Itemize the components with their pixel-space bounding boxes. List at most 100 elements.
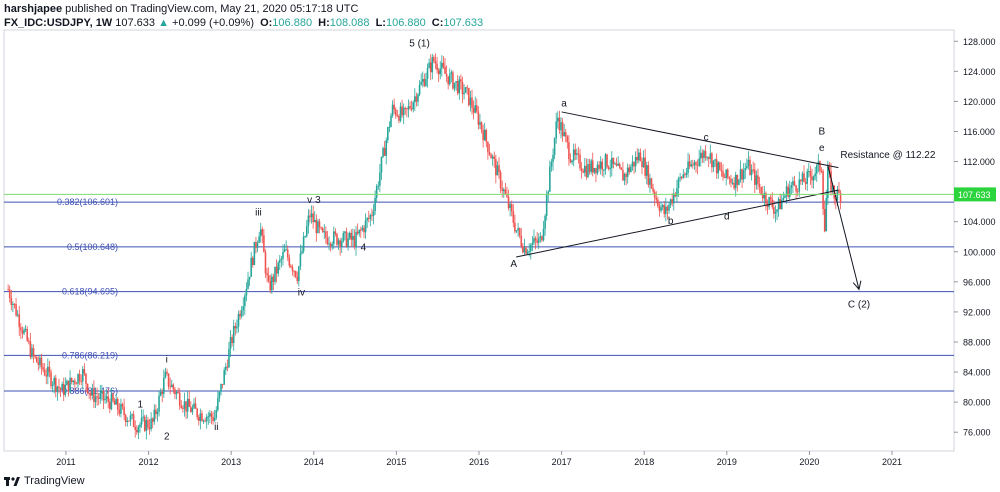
y-tick-label: 124.000 (963, 67, 996, 77)
candle-body (644, 157, 646, 176)
candle-body (733, 182, 735, 189)
author-name[interactable]: harshjapee (4, 3, 63, 15)
candle-body (375, 186, 378, 198)
candle-body (221, 384, 224, 386)
candle-body (522, 246, 524, 253)
candle-body (599, 161, 602, 169)
high-value: 108.088 (329, 17, 370, 29)
candle-body (406, 108, 408, 110)
candle-body (201, 413, 203, 422)
candle-body (555, 121, 558, 139)
candle-body (545, 194, 548, 216)
trendlines[interactable] (516, 111, 859, 290)
candle-body (85, 373, 87, 384)
candle-body (636, 157, 639, 161)
candle-body (804, 182, 807, 184)
candle-body (298, 266, 300, 282)
wave-label: 1 (138, 399, 144, 410)
candle-body (247, 279, 249, 289)
candle-body (709, 153, 712, 159)
candle-body (647, 165, 650, 185)
candle-body (372, 211, 375, 217)
candle-body (469, 97, 472, 106)
candle-body (525, 247, 527, 254)
candle-body (507, 196, 510, 209)
candle-body (658, 206, 661, 211)
wave-label: 3 (315, 195, 321, 206)
trendline[interactable] (516, 189, 839, 258)
candle-body (226, 366, 229, 368)
candle-body (329, 243, 332, 246)
candle-body (352, 235, 354, 240)
candle-body (468, 88, 470, 106)
last-price: 107.633 (115, 17, 156, 29)
candle-body (80, 381, 83, 383)
candle-body (409, 106, 411, 109)
candle-body (807, 171, 810, 173)
candle-body (425, 78, 427, 86)
footer-brand[interactable]: TradingView (24, 475, 85, 487)
candle-body (692, 164, 694, 166)
candle-body (509, 204, 511, 209)
candle-body (120, 404, 122, 414)
candle-body (107, 396, 110, 402)
trendline[interactable] (561, 111, 839, 169)
candle-body (404, 107, 407, 109)
candle-body (622, 169, 624, 181)
open-value: 106.880 (272, 17, 313, 29)
candle-body (105, 396, 108, 399)
candle-body (393, 104, 395, 110)
candle-body (657, 199, 659, 207)
candle-body (110, 394, 113, 409)
candle-body (776, 209, 778, 212)
candle-body (496, 165, 499, 176)
candle-body (533, 238, 535, 243)
candle-body (59, 388, 62, 390)
candle-body (590, 160, 592, 172)
symbol-name[interactable]: FX_IDC:USDJPY, 1W (4, 17, 113, 29)
candle-body (113, 400, 116, 405)
candle-body (780, 199, 783, 210)
candle-body (541, 236, 543, 241)
candle-body (204, 420, 206, 422)
candle-body (671, 199, 673, 204)
candle-body (631, 161, 634, 167)
candle-body (458, 79, 461, 94)
candle-body (447, 76, 449, 85)
last-price-marker: 107.633 (4, 187, 996, 202)
candle-body (305, 225, 308, 237)
y-tick-label: 88.000 (963, 337, 991, 347)
candle-body (250, 257, 252, 277)
candle-body (153, 409, 156, 422)
candle-body (544, 215, 546, 229)
candle-body (563, 132, 565, 137)
candle-body (650, 178, 653, 189)
candle-body (274, 266, 276, 282)
tradingview-logo-icon (4, 477, 20, 486)
projection-arrow[interactable] (827, 164, 859, 290)
candle-body (773, 207, 775, 214)
candle-body (552, 154, 554, 163)
candle-body (579, 154, 581, 169)
candle-body (568, 142, 570, 160)
fib-levels: 0.382(106.601) 0.5(100.648) 0.618(94.695) 0… (4, 197, 954, 396)
x-tick-label: 2020 (799, 457, 819, 467)
candle-body (741, 169, 743, 180)
candle-body (197, 417, 200, 421)
candle-body (345, 231, 348, 247)
candle-body (561, 122, 564, 137)
candle-body (188, 398, 191, 407)
candle-body (838, 189, 840, 193)
candle-body (642, 157, 645, 168)
candle-body (45, 375, 48, 377)
candle-body (598, 164, 600, 169)
x-tick-label: 2013 (221, 457, 241, 467)
candle-body (788, 187, 791, 197)
candle-body (585, 165, 588, 177)
candle-body (515, 230, 518, 232)
candle-body (121, 404, 124, 407)
candle-body (626, 167, 629, 177)
candle-body (774, 211, 777, 214)
candle-body (539, 236, 542, 239)
